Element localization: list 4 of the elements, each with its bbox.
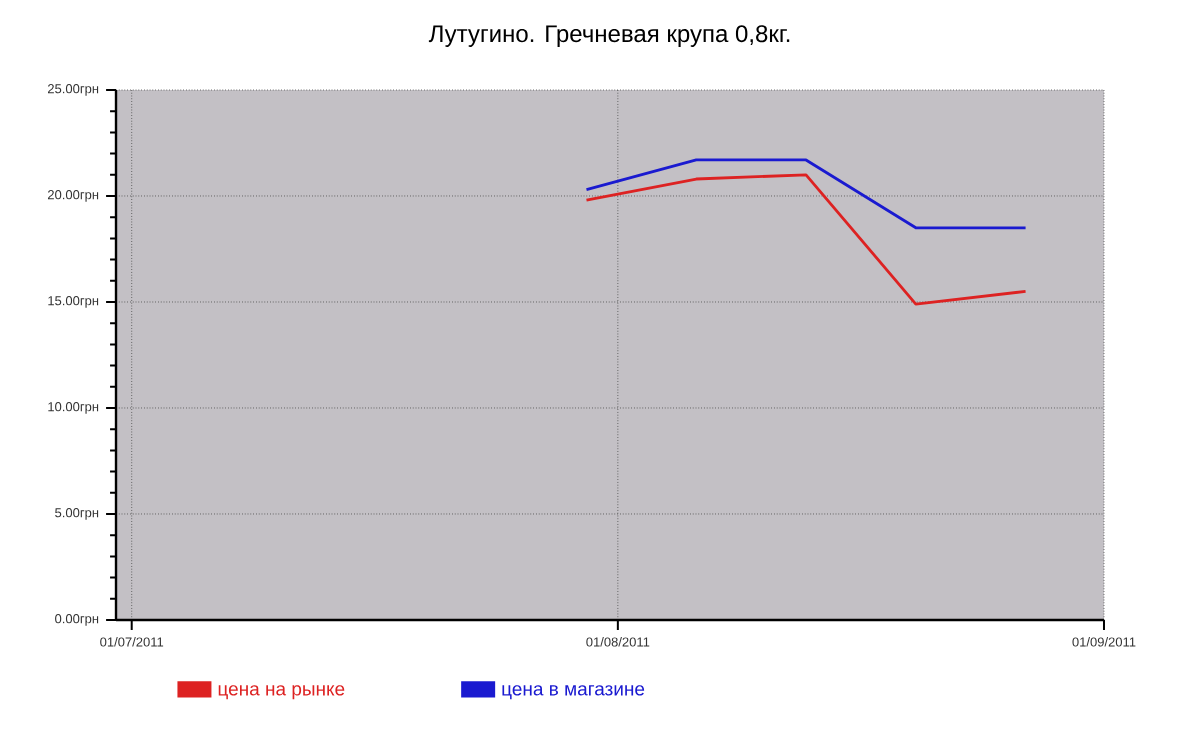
- line-series: [585, 173, 1027, 306]
- legend-label: цена на рынке: [218, 685, 345, 700]
- chart-title: Лутугино. Гречневая крупа 0,8кг.: [428, 25, 790, 47]
- legend-label: цена в магазине: [502, 685, 645, 700]
